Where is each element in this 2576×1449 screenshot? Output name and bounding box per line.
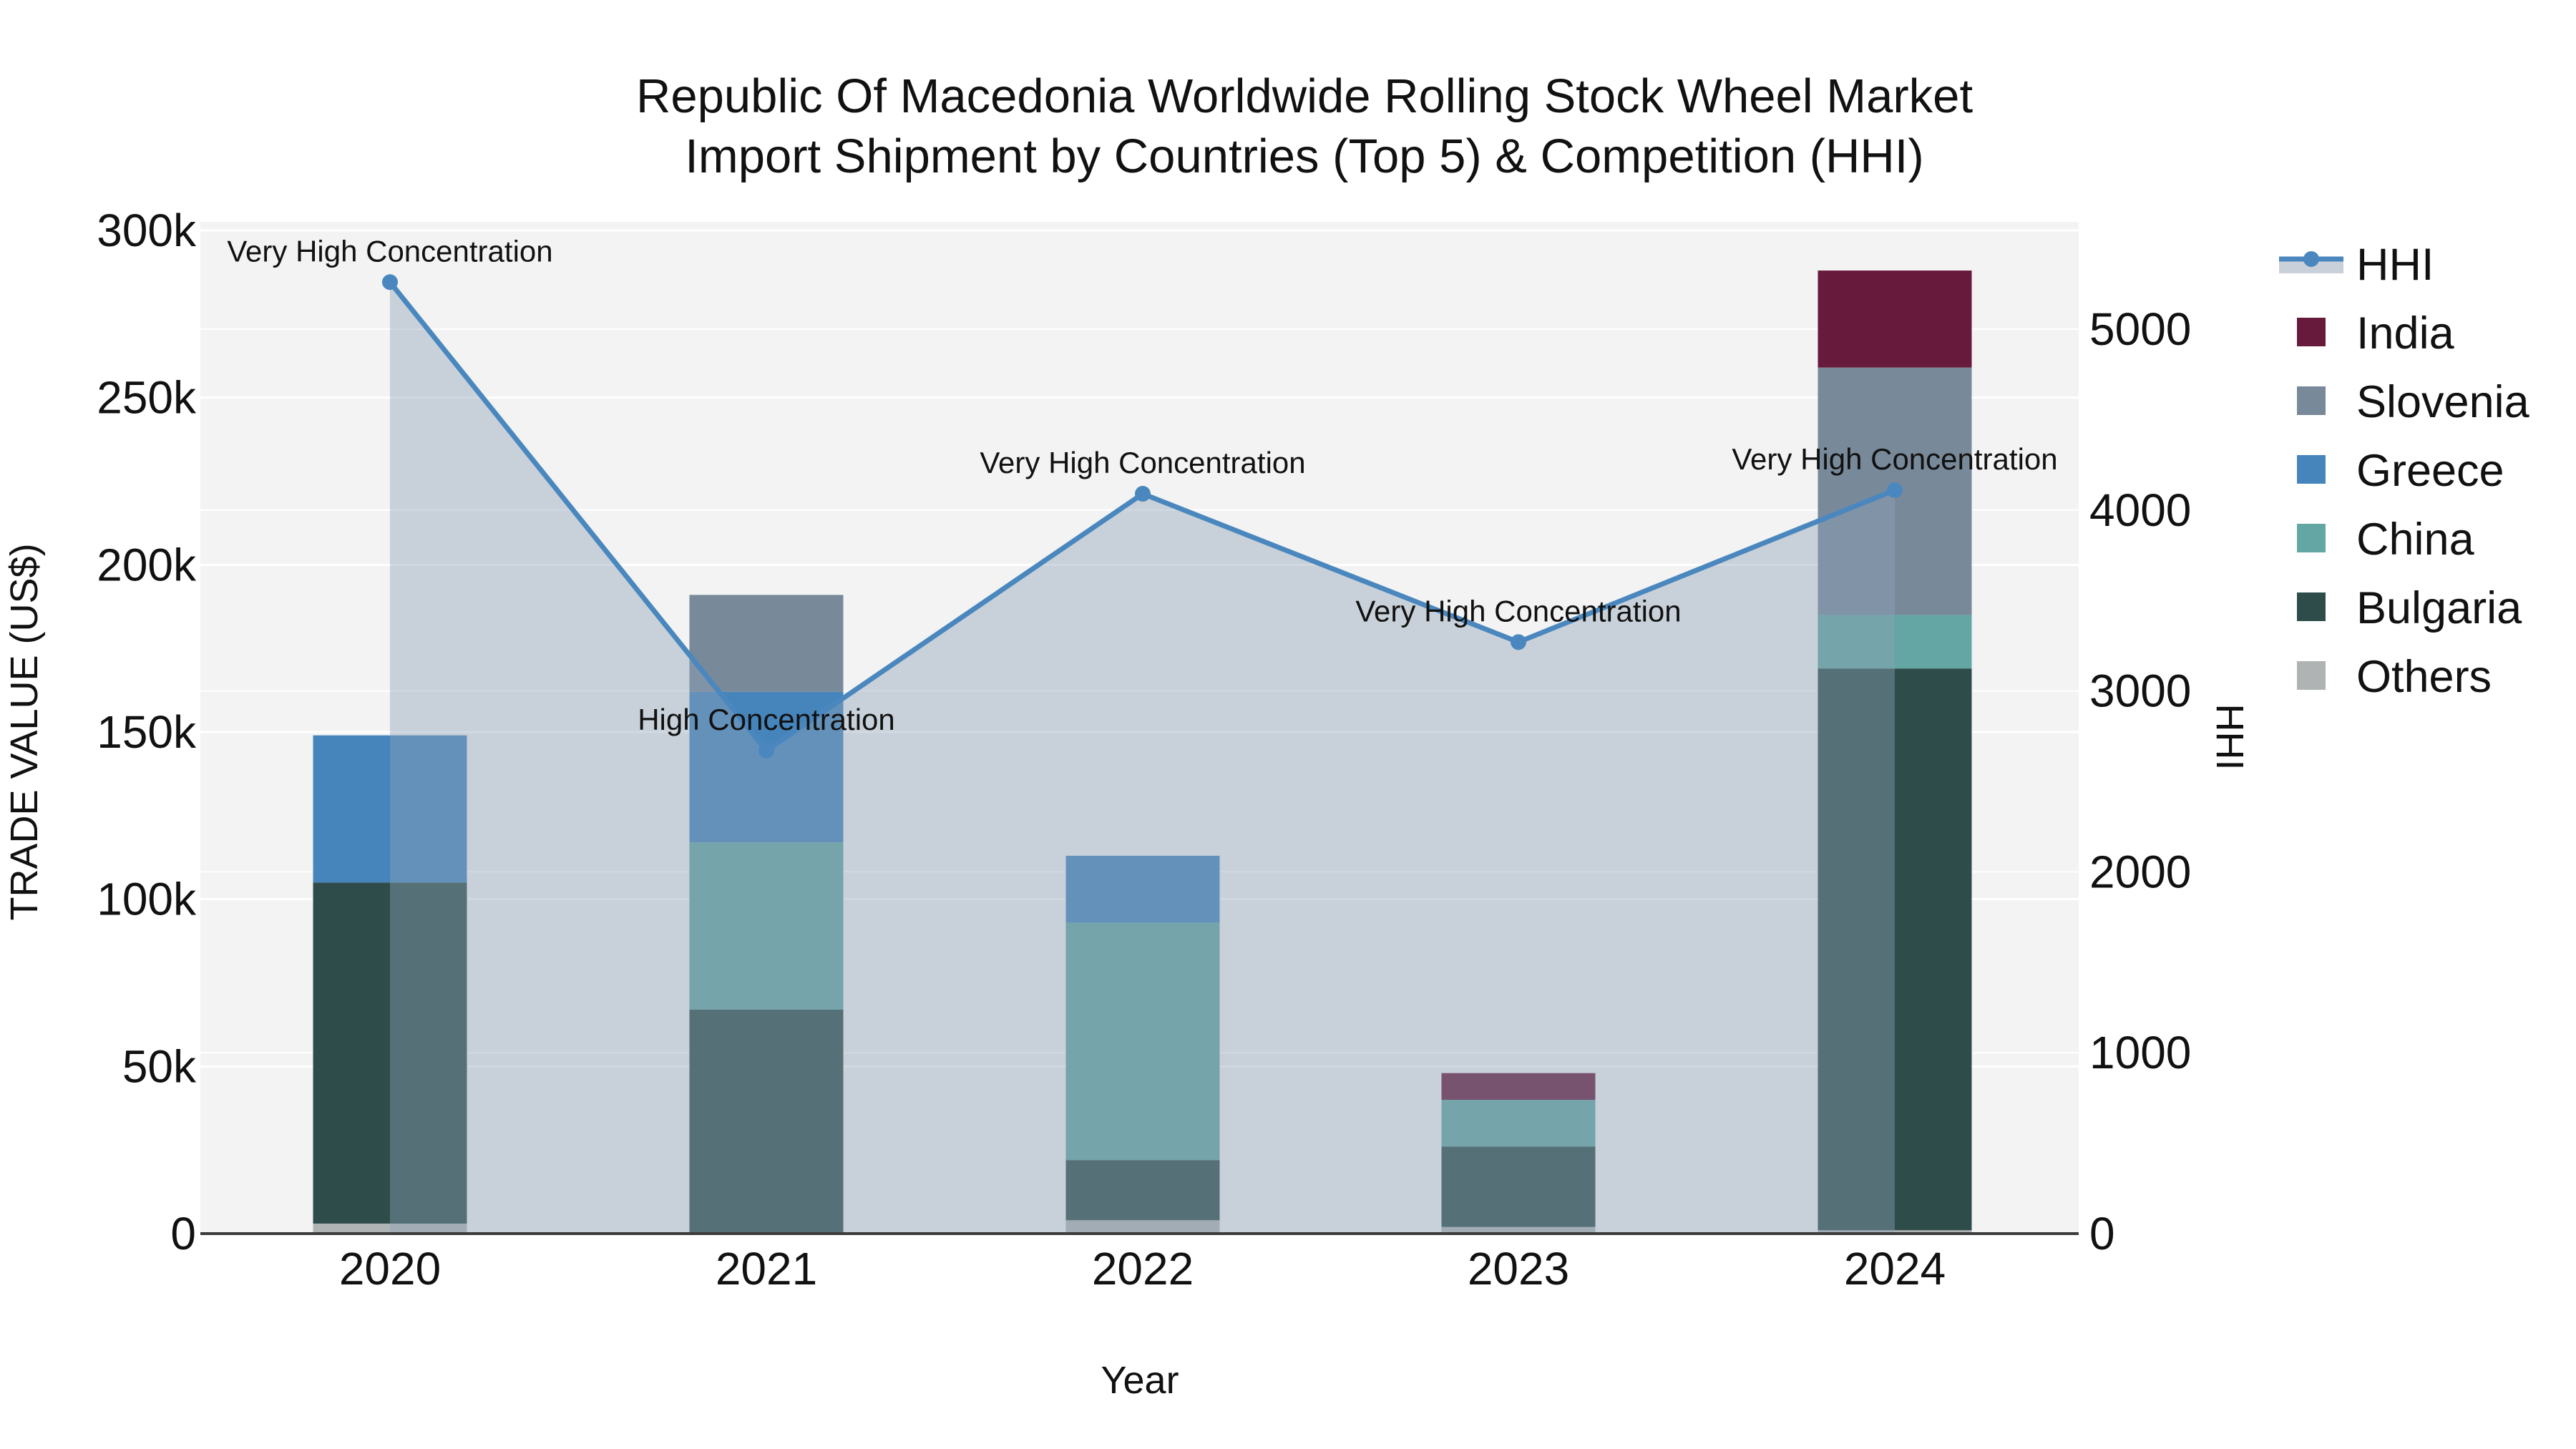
bar-bulgaria-2023 <box>1441 1146 1596 1227</box>
legend-label: Others <box>2356 652 2492 702</box>
bar-china-2024 <box>1818 615 1972 669</box>
legend-swatch-bulgaria <box>2297 592 2326 621</box>
legend-label: India <box>2356 308 2455 358</box>
y2-axis-title: HHI <box>2208 704 2251 771</box>
bar-greece-2020 <box>313 735 467 883</box>
y1-axis-title: TRADE VALUE (US$) <box>3 543 46 920</box>
bar-bulgaria-2024 <box>1818 668 1972 1231</box>
legend-swatch-slovenia <box>2297 386 2326 415</box>
y1-tick-label: 200k <box>97 539 197 590</box>
hhi-legend-marker-icon <box>2303 251 2319 267</box>
y1-tick-label: 50k <box>122 1040 197 1092</box>
y2-tick-label: 4000 <box>2089 484 2191 536</box>
y2-tick-label: 2000 <box>2089 846 2191 897</box>
legend-label: HHI <box>2356 240 2434 290</box>
y1-tick-label: 250k <box>97 372 197 424</box>
legend-item-hhi[interactable]: HHI <box>2279 240 2434 290</box>
legend-label: Slovenia <box>2356 377 2530 427</box>
legend: HHI India Slovenia Greece China Bulgaria Other… <box>2279 240 2530 702</box>
x-tick-label: 2024 <box>1844 1243 1946 1294</box>
x-axis-title: Year <box>1101 1359 1179 1402</box>
bar-india-2023 <box>1441 1073 1596 1101</box>
bar-china-2023 <box>1441 1100 1596 1147</box>
bar-china-2022 <box>1065 922 1220 1161</box>
y1-tick-label: 0 <box>170 1208 196 1259</box>
hhi-marker-2023 <box>1511 634 1526 650</box>
bar-others-2023 <box>1441 1226 1596 1234</box>
x-tick-label: 2020 <box>339 1243 441 1294</box>
legend-item-others[interactable]: Others <box>2297 652 2492 702</box>
y2-tick-label: 1000 <box>2089 1027 2191 1078</box>
bar-india-2024 <box>1818 270 1972 368</box>
y1-tick-label: 300k <box>97 205 197 256</box>
x-tick-label: 2022 <box>1092 1243 1194 1294</box>
legend-label: Bulgaria <box>2356 583 2522 633</box>
hhi-area-fill <box>390 282 1895 1234</box>
chart-title-line1: Republic Of Macedonia Worldwide Rolling … <box>636 69 1974 123</box>
legend-label: Greece <box>2356 446 2504 496</box>
y2-tick-label: 5000 <box>2089 303 2191 355</box>
bar-bulgaria-2022 <box>1065 1160 1220 1221</box>
y2-tick-label: 0 <box>2089 1208 2115 1259</box>
x-tick-label: 2023 <box>1468 1243 1569 1294</box>
annotation-label: Very High Concentration <box>227 234 552 268</box>
legend-item-china[interactable]: China <box>2297 514 2475 565</box>
y2-tick-label: 3000 <box>2089 665 2191 717</box>
legend-swatch-china <box>2297 524 2326 552</box>
annotation-label: Very High Concentration <box>1732 442 2057 476</box>
bar-others-2024 <box>1818 1230 1972 1234</box>
bar-others-2020 <box>313 1223 467 1234</box>
hhi-marker-2024 <box>1887 482 1903 498</box>
legend-swatch-greece <box>2297 455 2326 484</box>
bar-series-group <box>313 270 1972 1234</box>
legend-item-india[interactable]: India <box>2297 308 2455 358</box>
chart-title-line2: Import Shipment by Countries (Top 5) & C… <box>685 130 1923 183</box>
y1-tick-label: 150k <box>97 706 197 758</box>
bar-greece-2022 <box>1065 855 1220 923</box>
legend-swatch-others <box>2297 661 2326 690</box>
legend-label: China <box>2356 514 2475 565</box>
y1-tick-label: 100k <box>97 874 197 925</box>
annotation-label: Very High Concentration <box>1355 594 1681 628</box>
bar-others-2022 <box>1065 1220 1220 1234</box>
legend-item-greece[interactable]: Greece <box>2297 446 2504 496</box>
legend-item-slovenia[interactable]: Slovenia <box>2297 377 2530 427</box>
legend-item-bulgaria[interactable]: Bulgaria <box>2297 583 2522 633</box>
x-tick-label: 2021 <box>716 1243 817 1294</box>
annotation-label: Very High Concentration <box>980 446 1305 479</box>
bar-bulgaria-2021 <box>689 1009 844 1234</box>
annotation-label: High Concentration <box>638 703 895 736</box>
hhi-marker-2020 <box>382 274 398 291</box>
bar-china-2021 <box>689 842 844 1010</box>
bar-slovenia-2021 <box>689 595 844 692</box>
legend-swatch-india <box>2297 318 2326 346</box>
bar-bulgaria-2020 <box>313 882 467 1224</box>
hhi-marker-2022 <box>1135 486 1151 502</box>
hhi-marker-2021 <box>758 743 774 759</box>
